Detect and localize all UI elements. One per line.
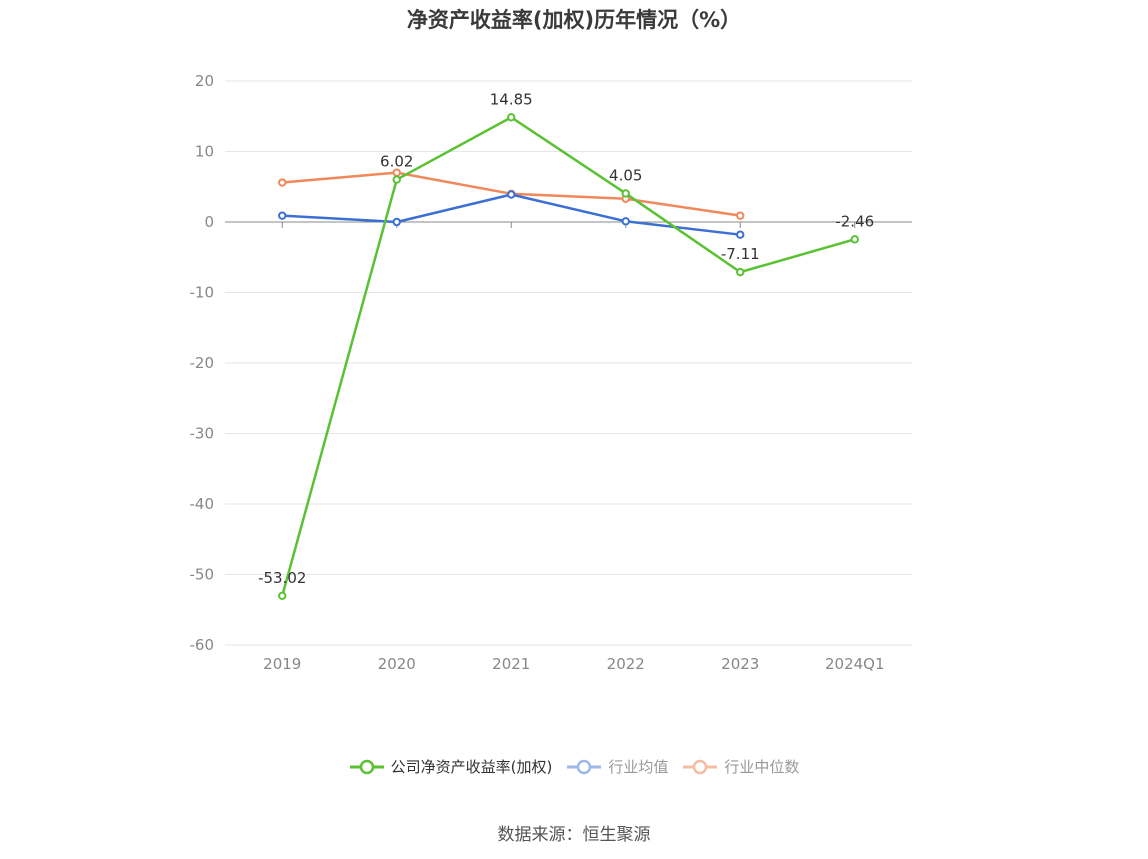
data-source: 数据来源：恒生聚源: [497, 825, 651, 845]
data-label: -53.02: [258, 569, 306, 587]
x-tick-label: 2020: [378, 655, 416, 673]
y-tick-label: -40: [190, 495, 215, 513]
legend: 公司净资产收益率(加权) 行业均值 行业中位数: [0, 756, 1148, 777]
legend-item-company[interactable]: 公司净资产收益率(加权): [349, 756, 553, 777]
data-point[interactable]: [850, 235, 859, 244]
data-point[interactable]: [736, 230, 745, 239]
legend-label-industry-median: 行业中位数: [724, 758, 800, 776]
data-point[interactable]: [392, 175, 401, 184]
data-point[interactable]: [278, 591, 287, 600]
y-tick-label: 0: [204, 213, 214, 231]
legend-marker-industry-avg: [567, 759, 602, 774]
data-label: 6.02: [380, 153, 413, 171]
data-label: 4.05: [609, 166, 642, 184]
y-tick-label: -10: [190, 284, 215, 302]
legend-marker-company: [349, 759, 384, 774]
data-point[interactable]: [621, 189, 630, 198]
chart-title: 净资产收益率(加权)历年情况（%）: [406, 8, 742, 32]
data-label: -7.11: [721, 245, 760, 263]
x-tick-label: 2022: [607, 655, 645, 673]
y-tick-label: -30: [190, 425, 215, 443]
y-tick-label: -50: [190, 566, 215, 584]
series-line-0: [281, 116, 856, 597]
legend-item-industry-avg[interactable]: 行业均值: [566, 756, 668, 777]
data-point[interactable]: [736, 267, 745, 277]
legend-label-company: 公司净资产收益率(加权): [390, 758, 553, 776]
y-tick-label: -60: [190, 636, 215, 654]
data-point[interactable]: [392, 217, 401, 227]
data-point[interactable]: [507, 190, 516, 199]
legend-marker-industry-median: [683, 759, 718, 774]
x-tick-label: 2024Q1: [825, 655, 885, 673]
data-label: 14.85: [490, 90, 533, 108]
data-point[interactable]: [736, 211, 745, 220]
data-label: -2.46: [835, 212, 874, 230]
data-point[interactable]: [507, 113, 516, 122]
y-tick-label: -20: [190, 354, 215, 372]
x-tick-label: 2023: [721, 655, 759, 673]
legend-label-industry-avg: 行业均值: [608, 758, 669, 776]
series-line-1: [282, 193, 741, 236]
legend-item-industry-median[interactable]: 行业中位数: [682, 756, 799, 777]
y-tick-label: 20: [195, 72, 214, 90]
line-chart: 20 10 0 -10 -20 -30 -40 -50 -60 2019 2020 2021 2022 2…: [190, 72, 912, 673]
data-point[interactable]: [621, 217, 630, 226]
data-point[interactable]: [278, 211, 287, 220]
x-tick-label: 2021: [492, 655, 530, 673]
data-point[interactable]: [278, 178, 287, 187]
y-tick-label: 10: [195, 143, 214, 161]
x-tick-label: 2019: [263, 655, 301, 673]
